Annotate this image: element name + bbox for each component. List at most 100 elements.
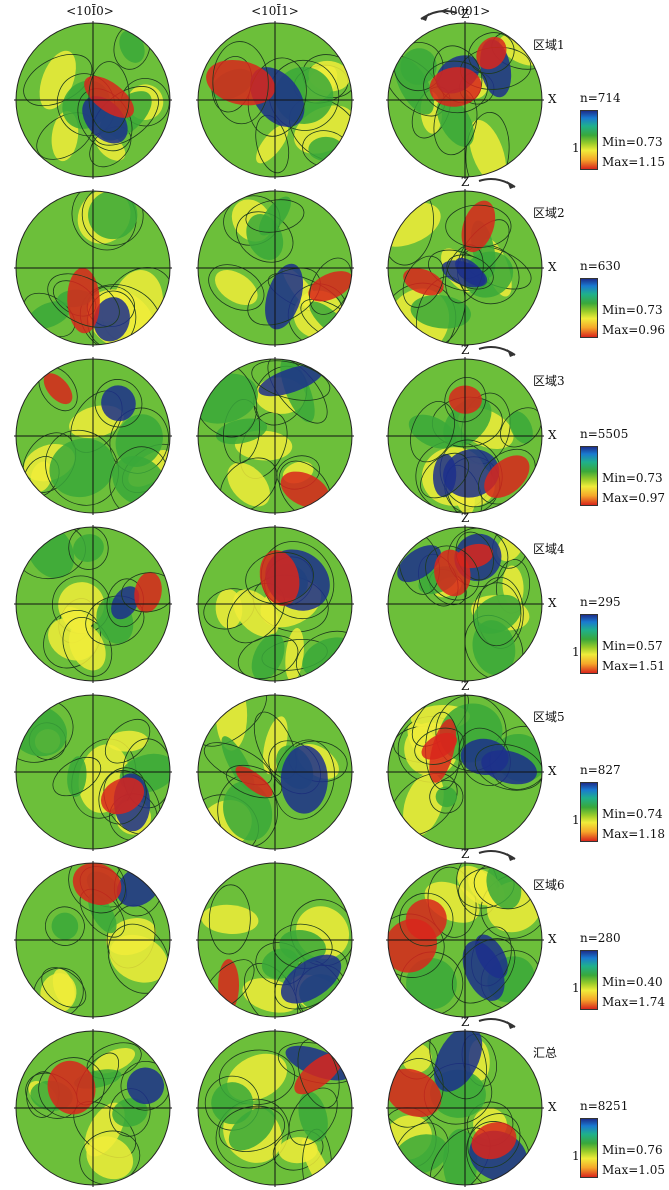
density-region (435, 786, 457, 808)
pole-figure-r3-c3 (388, 359, 542, 513)
pole-figure-r1-c1 (16, 23, 170, 177)
pole-figure-outline (387, 22, 543, 178)
density-region (405, 899, 447, 941)
contour-line (104, 718, 151, 764)
x-axis-label: X (548, 1100, 557, 1114)
pole-figure-outline (15, 190, 171, 346)
density-region (84, 76, 134, 118)
contour-line (208, 264, 265, 311)
density-region (408, 414, 457, 449)
contour-line (52, 756, 102, 797)
pole-figure-r7-c2 (198, 1031, 352, 1185)
pole-figure-outline (197, 526, 353, 682)
column-header-3: <0001> (439, 4, 491, 18)
pole-figure-outline (15, 1030, 171, 1186)
density-legend: n=827 Min=0.74 Max=1.18 1 (572, 764, 666, 848)
contour-line (88, 61, 130, 133)
contour-line (278, 460, 332, 513)
density-region (308, 271, 352, 302)
x-axis-label: X (548, 260, 557, 274)
max-value: Max=1.74 (602, 995, 665, 1009)
min-value: Min=0.73 (602, 471, 663, 485)
density-region (215, 418, 268, 445)
pole-figure-outline (387, 526, 543, 682)
density-region (294, 1052, 343, 1095)
density-region (218, 959, 240, 1012)
density-region (100, 777, 145, 815)
density-region (285, 628, 304, 681)
z-axis-label: Z (461, 343, 470, 357)
contour-line (388, 191, 434, 266)
density-region (403, 772, 444, 837)
pole-figure-outline (15, 358, 171, 514)
pole-figure-r7-c3 (388, 1031, 542, 1185)
density-region (406, 958, 457, 1010)
density-region (73, 534, 104, 562)
contour-line (429, 780, 464, 814)
density-region (52, 969, 75, 1006)
density-region (115, 414, 163, 467)
density-region (443, 1128, 478, 1185)
contour-line (474, 743, 542, 791)
density-region (211, 1082, 254, 1125)
density-region (280, 745, 328, 814)
pole-figure-outline (387, 358, 543, 514)
contour-line (414, 727, 465, 765)
density-region (206, 59, 276, 106)
color-scale-bar (580, 446, 598, 506)
sample-count: n=5505 (580, 427, 629, 441)
column-header-1: <10Ī0> (66, 4, 114, 18)
density-region (429, 67, 482, 107)
pole-figure-outline (197, 862, 353, 1018)
color-scale-bar (580, 1118, 598, 1178)
density-region (476, 36, 507, 70)
density-region (455, 257, 486, 287)
density-region (107, 730, 149, 752)
region-label: 区域6 (533, 878, 565, 892)
pole-figure-r4-c2 (198, 527, 352, 681)
max-value: Max=0.96 (602, 323, 665, 337)
density-region (235, 766, 273, 798)
density-region (461, 200, 496, 253)
sample-count: n=295 (580, 595, 621, 609)
pole-figure-r6-c3 (388, 863, 542, 1017)
density-region (468, 119, 507, 177)
density-region (462, 940, 505, 1001)
x-axis-label: X (548, 92, 557, 106)
x-axis-label: X (548, 764, 557, 778)
density-region (388, 1068, 442, 1118)
density-region (134, 571, 162, 613)
contour-line (38, 1057, 105, 1118)
x-axis-label: X (548, 596, 557, 610)
density-region (126, 1067, 165, 1105)
contour-line (288, 1087, 338, 1146)
density-region (51, 912, 79, 940)
contour-line (121, 572, 170, 613)
sample-count: n=714 (580, 91, 621, 105)
pole-figure-outline (15, 22, 171, 178)
density-legend: n=5505 Min=0.73 Max=0.97 (580, 428, 666, 512)
contour-line (465, 111, 510, 177)
contour-line (297, 1038, 340, 1109)
contour-line (402, 255, 445, 308)
scale-one-marker: 1 (572, 1149, 580, 1163)
density-region (111, 586, 140, 620)
density-legend: n=714 Min=0.73 Max=1.15 1 (572, 91, 666, 176)
density-region (214, 270, 258, 306)
contour-line (425, 545, 480, 601)
density-region (279, 929, 327, 963)
density-region (251, 633, 285, 681)
z-axis-label: Z (461, 175, 470, 189)
contour-line (399, 892, 454, 947)
density-legend: n=280 Min=0.40 Max=1.74 1 (572, 932, 666, 1016)
density-legend: n=295 Min=0.57 Max=1.51 1 (572, 595, 666, 680)
density-region (434, 549, 471, 597)
density-region (484, 455, 530, 498)
arrow-head (507, 181, 515, 189)
density-region (400, 48, 437, 85)
pole-figure-outline (387, 190, 543, 346)
pole-figure-outline (197, 190, 353, 346)
contour-line (47, 273, 120, 328)
contour-line (446, 254, 494, 290)
